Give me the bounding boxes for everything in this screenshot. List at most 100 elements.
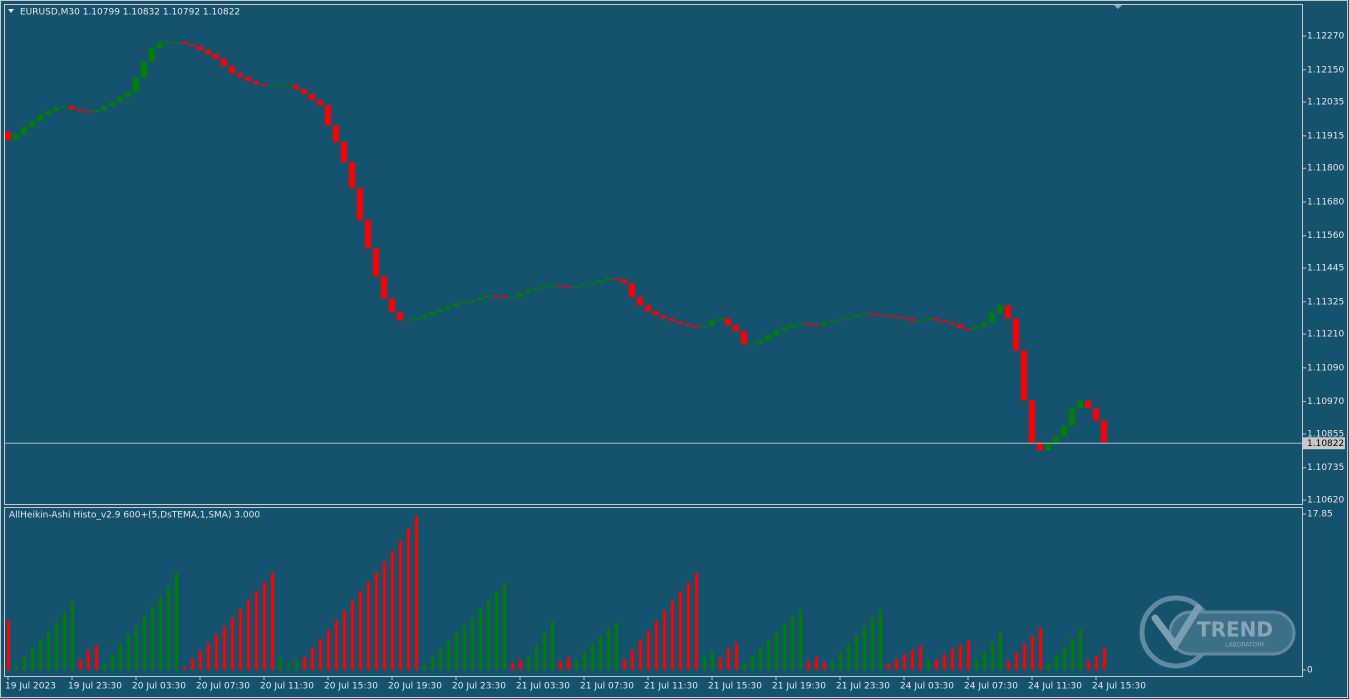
histogram-bar xyxy=(695,572,698,670)
candle-body xyxy=(181,41,187,44)
candle-body xyxy=(173,41,179,44)
candle-body xyxy=(213,54,219,60)
histogram-bar xyxy=(359,591,362,670)
histogram-bar xyxy=(799,609,802,670)
x-tick-label: 21 Jul 15:30 xyxy=(708,682,762,692)
histogram-bar xyxy=(407,528,410,670)
x-tick-label: 21 Jul 23:30 xyxy=(836,682,890,692)
histogram-bar xyxy=(1007,661,1010,670)
histogram-bar xyxy=(135,626,138,670)
x-tick-label: 20 Jul 15:30 xyxy=(324,682,378,692)
candle-body xyxy=(829,320,835,323)
histogram-bar xyxy=(7,620,10,670)
y-tick-label: 1.11560 xyxy=(1307,231,1344,241)
y-tick-label: 0 xyxy=(1307,666,1313,676)
candle-body xyxy=(413,318,419,320)
candle-body xyxy=(357,188,363,221)
histogram-bar xyxy=(607,628,610,670)
logo-title: TREND xyxy=(1197,618,1273,642)
histogram-bar xyxy=(351,600,354,670)
y-tick-label: 1.11680 xyxy=(1307,197,1344,207)
histogram-bar xyxy=(967,640,970,670)
candle-body xyxy=(653,311,659,316)
candle-body xyxy=(109,102,115,107)
candle-body xyxy=(701,325,707,328)
x-tick-label: 24 Jul 07:30 xyxy=(964,682,1018,692)
candle-body xyxy=(1069,408,1075,426)
histogram-bar xyxy=(447,641,450,670)
candle-body xyxy=(1021,350,1027,401)
candle-body xyxy=(85,111,91,113)
histogram-bar xyxy=(199,650,202,670)
candle-body xyxy=(661,315,667,319)
histogram-bar xyxy=(1095,656,1098,670)
histogram-bar xyxy=(999,631,1002,670)
histogram-bar xyxy=(463,625,466,670)
candle-body xyxy=(421,315,427,319)
histogram-bar xyxy=(519,659,522,670)
candle-body xyxy=(325,105,331,126)
candle-body xyxy=(221,59,227,67)
candle-body xyxy=(197,45,203,51)
histogram-bar xyxy=(671,600,674,670)
histogram-bar xyxy=(471,617,474,670)
x-tick-label: 20 Jul 11:30 xyxy=(260,682,314,692)
histogram-bar xyxy=(903,654,906,670)
histogram-bar xyxy=(831,661,834,670)
y-tick-label: 1.10735 xyxy=(1307,463,1344,473)
candle-body xyxy=(301,89,307,94)
candle-body xyxy=(781,327,787,331)
candle-body xyxy=(21,127,27,135)
candle-body xyxy=(757,340,763,344)
histogram-bar xyxy=(1015,652,1018,670)
x-tick-label: 19 Jul 23:30 xyxy=(68,682,122,692)
histogram-bar xyxy=(1063,647,1066,670)
candle-body xyxy=(469,300,475,302)
menu-arrow[interactable] xyxy=(8,9,14,13)
x-tick-label: 24 Jul 15:30 xyxy=(1092,682,1146,692)
candle-body xyxy=(933,318,939,321)
indicator-panel xyxy=(4,507,1303,677)
candle-body xyxy=(869,313,875,315)
candle-body xyxy=(189,43,195,46)
histogram-bar xyxy=(487,600,490,670)
histogram-bar xyxy=(55,621,58,670)
candle-body xyxy=(821,322,827,326)
indicator-title: AllHeikin-Ashi Histo_v2.9 600+(5,DsTEMA,… xyxy=(9,511,260,521)
y-tick-label: 1.11325 xyxy=(1307,297,1344,307)
candle-body xyxy=(533,288,539,291)
candle-body xyxy=(541,286,547,289)
histogram-bar xyxy=(743,663,746,670)
histogram-bar xyxy=(31,648,34,670)
histogram-bar xyxy=(775,632,778,670)
candle-body xyxy=(37,115,43,121)
histogram-bar xyxy=(415,516,418,670)
candle-body xyxy=(1029,400,1035,443)
histogram-bar xyxy=(727,648,730,670)
candle-body xyxy=(1013,318,1019,351)
candle-body xyxy=(133,77,139,93)
candle-body xyxy=(637,297,643,306)
candle-body xyxy=(605,278,611,281)
histogram-bar xyxy=(119,644,122,670)
candle-body xyxy=(517,293,523,298)
candle-body xyxy=(693,325,699,328)
candle-body xyxy=(93,110,99,112)
candle-body xyxy=(509,297,515,299)
y-tick-label: 1.10855 xyxy=(1307,429,1344,439)
histogram-bar xyxy=(1055,655,1058,670)
candle-body xyxy=(741,331,747,345)
candle-body xyxy=(157,41,163,49)
candle-body xyxy=(45,111,51,116)
candle-body xyxy=(717,318,723,321)
candle-body xyxy=(557,285,563,287)
histogram-bar xyxy=(207,642,210,670)
y-tick-label: 1.11445 xyxy=(1307,264,1344,274)
x-tick-label: 21 Jul 07:30 xyxy=(580,682,634,692)
x-tick-label: 20 Jul 03:30 xyxy=(132,682,186,692)
candle-body xyxy=(957,324,963,329)
candle-body xyxy=(749,343,755,345)
histogram-bar xyxy=(1103,648,1106,670)
candle-body xyxy=(1005,305,1011,319)
